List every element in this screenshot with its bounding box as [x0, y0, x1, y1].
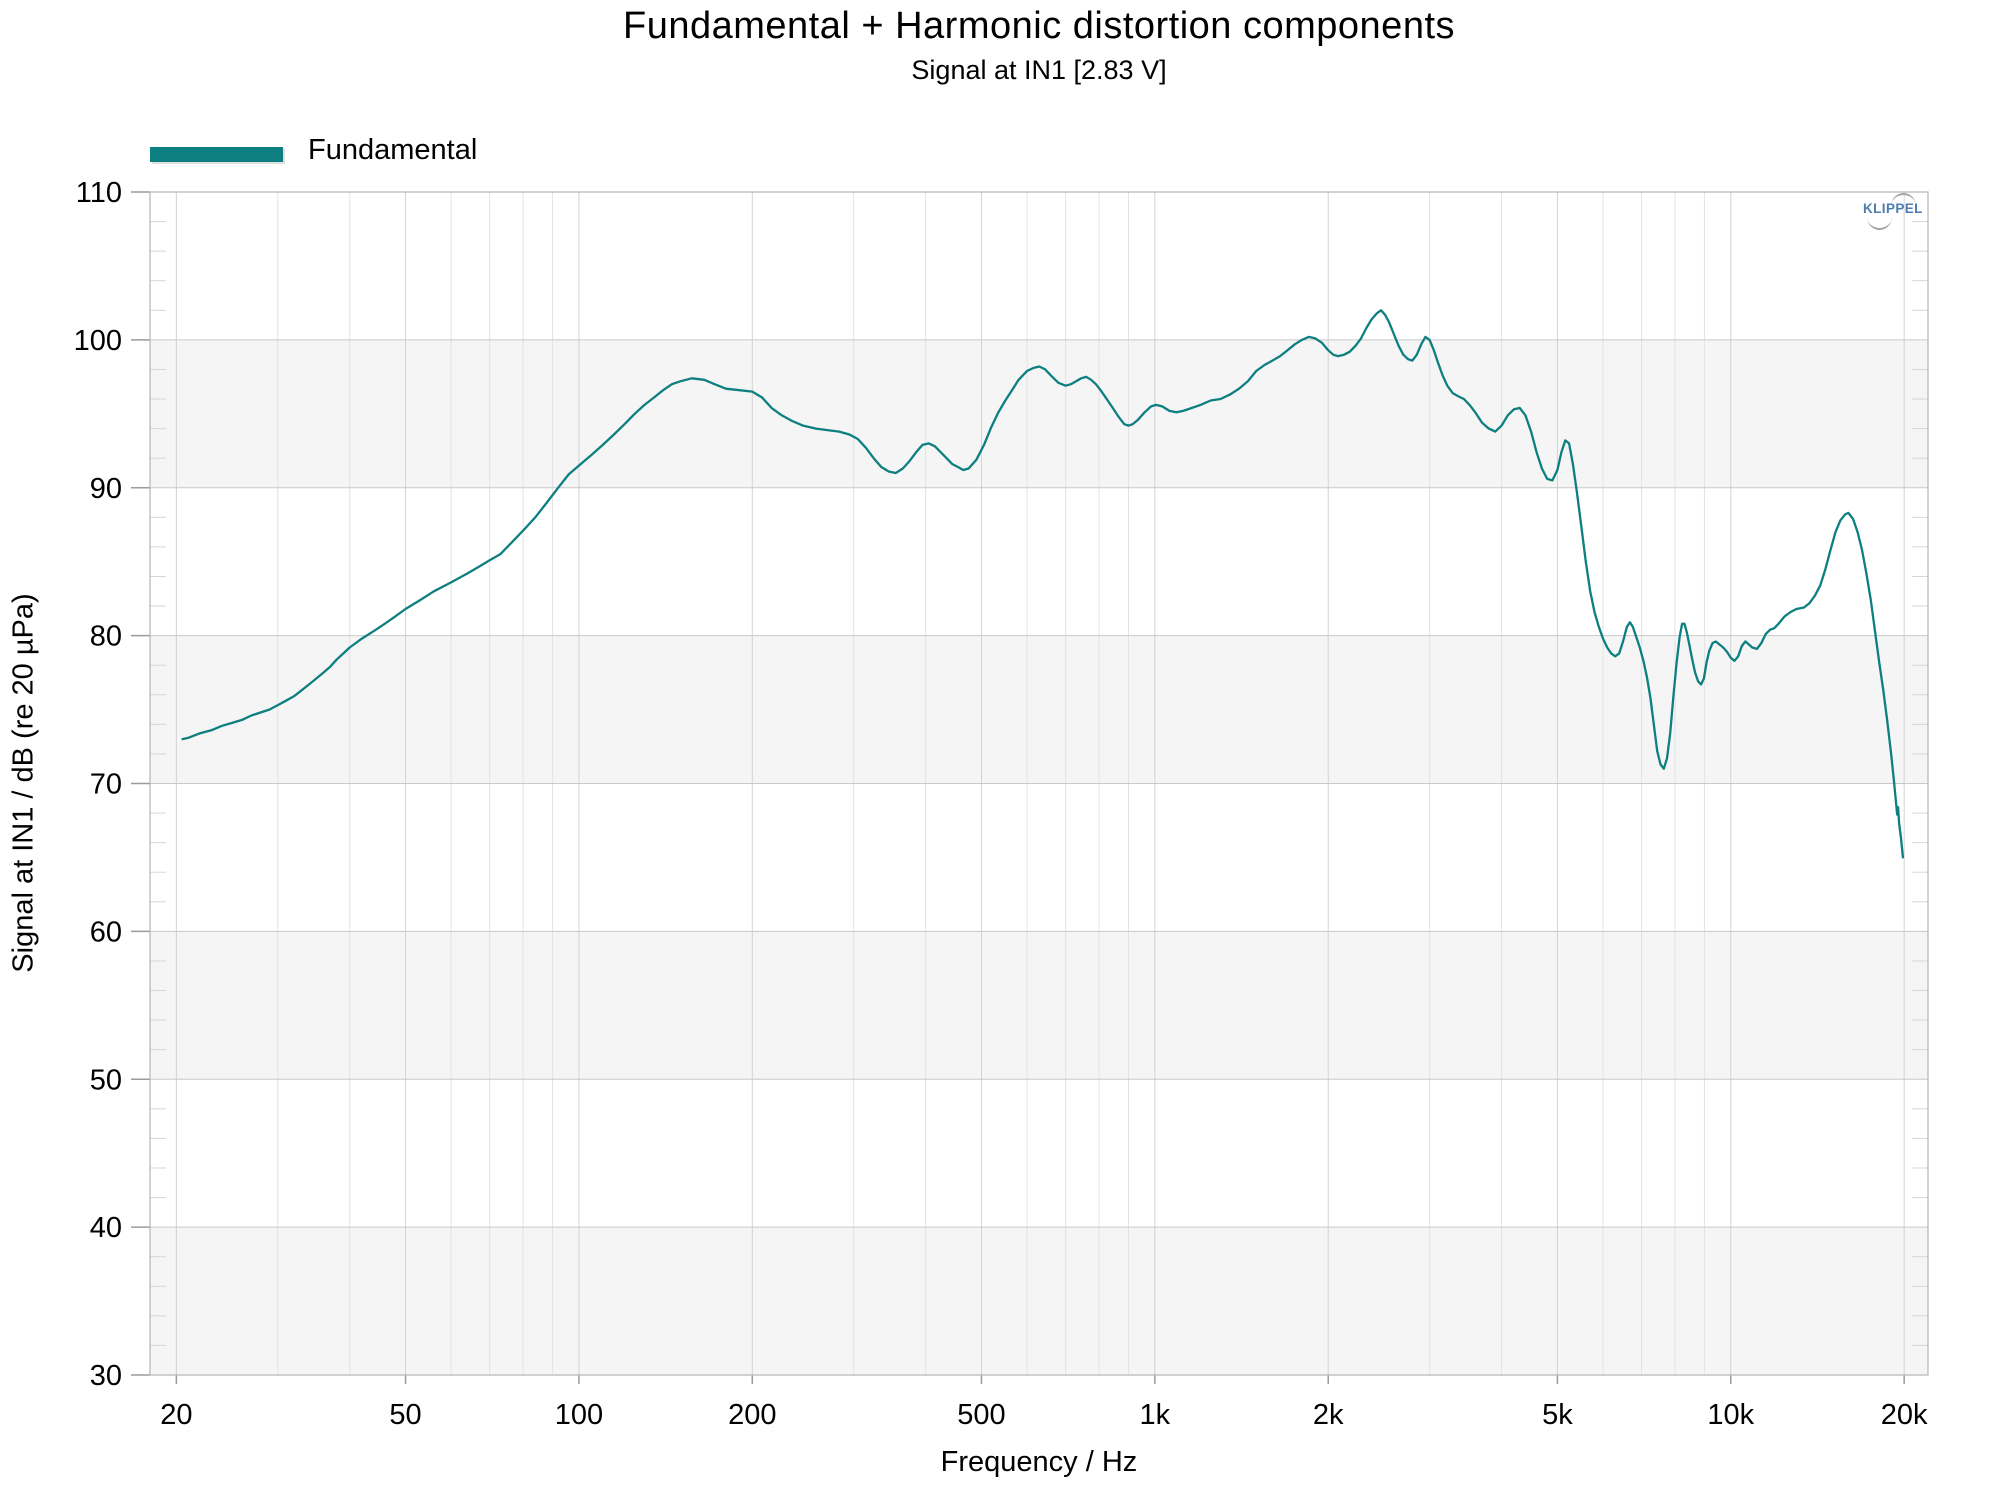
x-tick-label: 10k	[1707, 1399, 1754, 1431]
legend-swatch-fundamental	[150, 147, 283, 162]
x-tick-label: 5k	[1542, 1399, 1573, 1431]
y-tick-label: 80	[90, 621, 122, 653]
x-tick-label: 1k	[1140, 1399, 1171, 1431]
x-tick-label: 20k	[1881, 1399, 1928, 1431]
shaded-band	[150, 635, 1928, 784]
y-tick-label: 60	[90, 916, 122, 948]
legend-label-fundamental: Fundamental	[308, 134, 478, 166]
x-tick-label: 2k	[1313, 1399, 1344, 1431]
y-tick-label: 110	[76, 177, 122, 209]
chart-subtitle: Signal at IN1 [2.83 V]	[911, 55, 1167, 85]
y-tick-label: 50	[90, 1064, 122, 1096]
x-tick-label: 200	[728, 1399, 776, 1431]
y-tick-label: 40	[90, 1212, 122, 1244]
shaded-band	[150, 339, 1928, 488]
y-tick-label: 30	[90, 1360, 122, 1392]
klippel-logo: KLIPPEL	[1861, 192, 1925, 230]
y-axis-title: Signal at IN1 / dB (re 20 µPa)	[7, 593, 40, 973]
x-tick-label: 500	[957, 1399, 1005, 1431]
x-tick-label: 20	[160, 1399, 192, 1431]
klippel-logo-text: KLIPPEL	[1863, 201, 1923, 216]
y-tick-label: 70	[90, 769, 122, 801]
x-tick-label: 100	[555, 1399, 603, 1431]
chart-title: Fundamental + Harmonic distortion compon…	[622, 5, 1456, 47]
shaded-band	[150, 1227, 1928, 1375]
curve-fundamental	[181, 309, 1905, 859]
shaded-band	[150, 931, 1928, 1080]
x-tick-label: 50	[389, 1399, 421, 1431]
x-axis-title: Frequency / Hz	[940, 1446, 1138, 1478]
y-tick-label: 100	[74, 325, 122, 357]
chart-header: Fundamental + Harmonic distortion compon…	[150, 4, 1928, 86]
klippel-logo-arc-top-icon	[1891, 193, 1916, 206]
y-tick-label: 90	[90, 473, 122, 505]
klippel-logo-arc-bottom-icon	[1867, 217, 1892, 230]
plot-border	[149, 191, 1929, 1376]
